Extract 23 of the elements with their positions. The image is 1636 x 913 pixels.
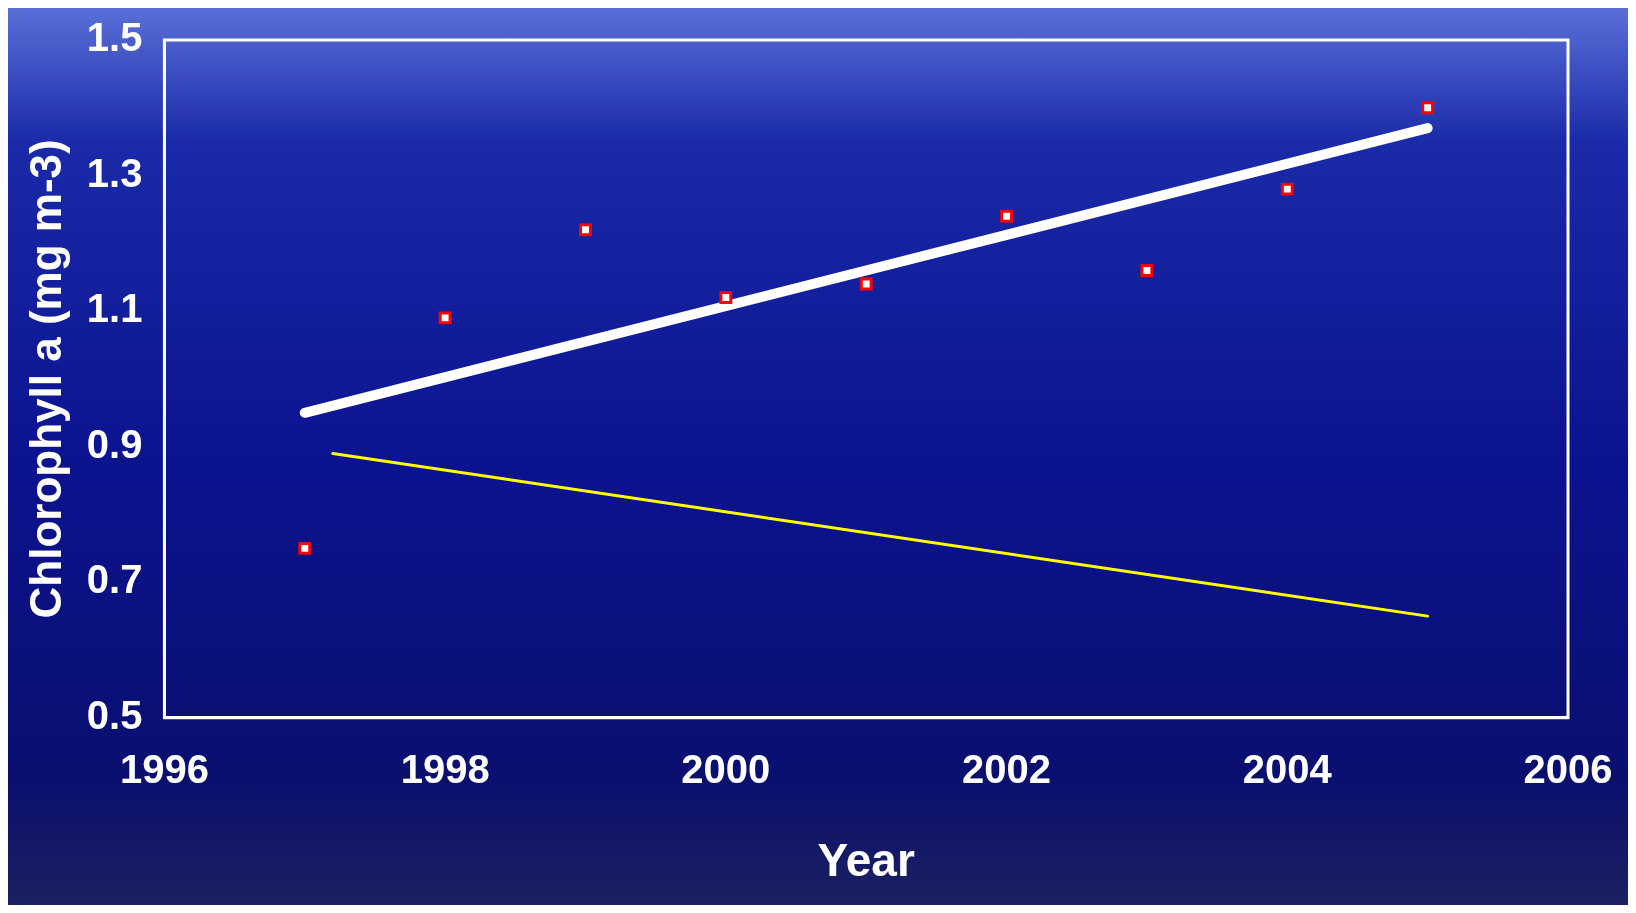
x-tick-label: 2006 xyxy=(1523,746,1613,791)
point xyxy=(719,291,733,305)
x-tick-label: 2002 xyxy=(962,746,1052,791)
point xyxy=(1280,182,1294,196)
x-axis-title: Year xyxy=(817,834,915,887)
x-tick-label: 1998 xyxy=(400,746,490,791)
y-tick-label: 0.7 xyxy=(86,557,143,602)
y-tick-label: 0.9 xyxy=(86,421,143,466)
point xyxy=(859,277,873,291)
y-tick-label: 0.5 xyxy=(86,692,143,737)
point xyxy=(1421,101,1435,115)
x-tick-label: 2004 xyxy=(1242,746,1333,791)
point xyxy=(1000,209,1014,223)
x-tick-label: 1996 xyxy=(119,746,209,791)
point xyxy=(579,223,592,237)
point xyxy=(1140,264,1154,277)
x-tick-label: 2000 xyxy=(681,746,771,791)
y-tick-label: 1.3 xyxy=(86,150,143,195)
y-tick-label: 1.1 xyxy=(86,286,143,331)
point xyxy=(298,541,312,555)
y-axis-title: Chlorophyll a (mg m-3) xyxy=(20,139,70,619)
point xyxy=(438,311,452,325)
y-tick-label: 1.5 xyxy=(86,15,143,60)
